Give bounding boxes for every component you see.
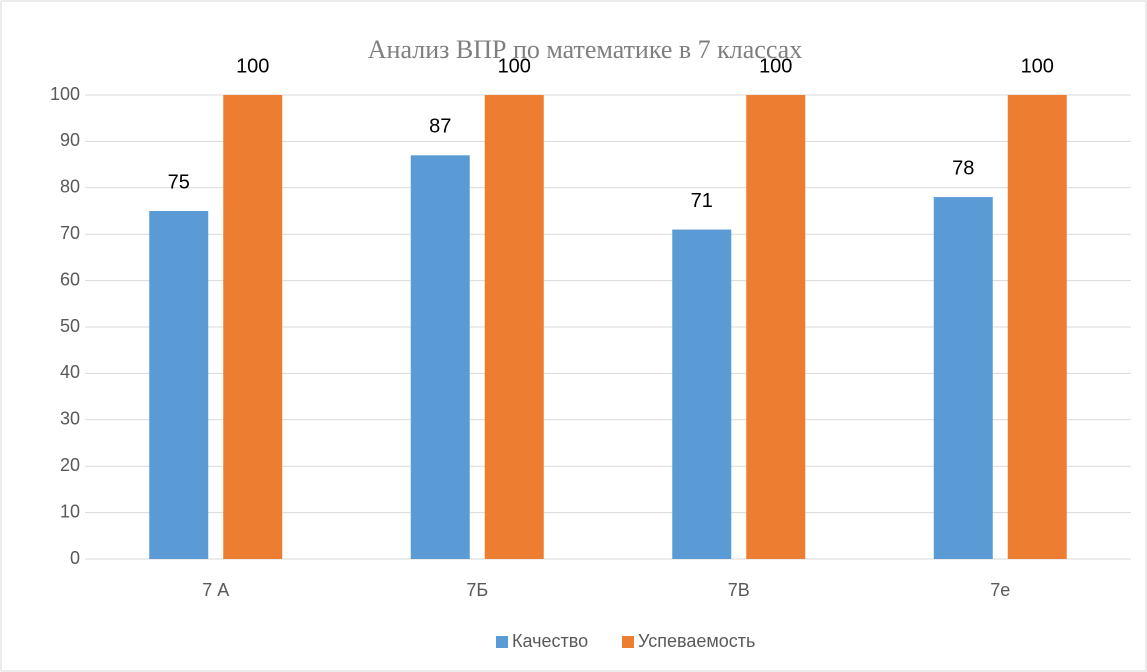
y-tick-label: 0 xyxy=(70,548,80,568)
bar xyxy=(1007,95,1067,559)
legend-swatch xyxy=(496,636,508,648)
data-label: 75 xyxy=(168,171,190,193)
bar xyxy=(410,155,470,559)
data-label: 78 xyxy=(952,157,974,179)
y-tick-label: 70 xyxy=(60,223,80,243)
y-tick-label: 90 xyxy=(60,130,80,150)
data-label: 71 xyxy=(691,190,713,212)
data-label: 87 xyxy=(429,116,451,138)
data-label: 100 xyxy=(1021,55,1054,77)
legend-swatch xyxy=(622,636,634,648)
y-tick-label: 60 xyxy=(60,269,80,289)
legend-label: Успеваемость xyxy=(638,631,755,651)
chart-title: Анализ ВПР по математике в 7 классах xyxy=(368,35,802,64)
y-tick-label: 100 xyxy=(50,84,80,104)
x-tick-label: 7 А xyxy=(202,580,229,600)
legend-label: Качество xyxy=(512,631,588,651)
y-tick-label: 50 xyxy=(60,316,80,336)
data-label: 100 xyxy=(759,55,792,77)
y-tick-label: 20 xyxy=(60,455,80,475)
bar xyxy=(484,95,544,559)
x-tick-label: 7Б xyxy=(466,580,488,600)
y-tick-label: 40 xyxy=(60,362,80,382)
bar xyxy=(223,95,283,559)
y-tick-label: 80 xyxy=(60,177,80,197)
bar xyxy=(933,197,993,559)
y-tick-label: 30 xyxy=(60,409,80,429)
x-tick-label: 7В xyxy=(728,580,750,600)
y-tick-label: 10 xyxy=(60,501,80,521)
bar xyxy=(149,211,209,559)
bar xyxy=(672,229,732,559)
data-label: 100 xyxy=(498,55,531,77)
x-tick-label: 7е xyxy=(990,580,1010,600)
data-label: 100 xyxy=(236,55,269,77)
bar xyxy=(746,95,806,559)
